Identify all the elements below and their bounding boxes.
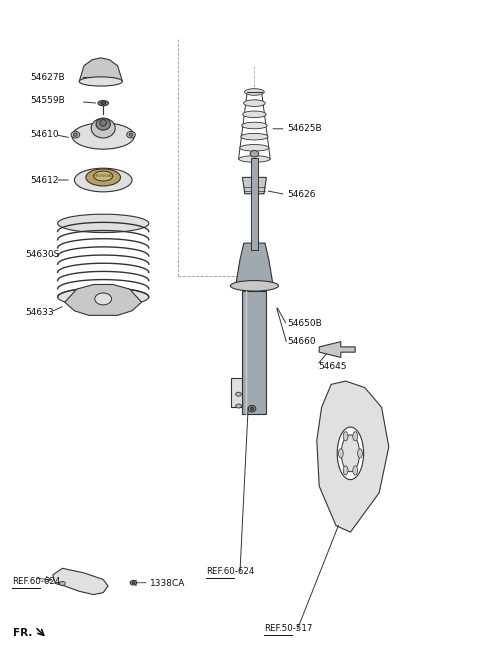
Text: REF.60-624: REF.60-624 — [206, 567, 255, 576]
Ellipse shape — [251, 407, 253, 410]
Polygon shape — [79, 58, 122, 81]
Text: 54559B: 54559B — [30, 96, 65, 105]
Text: 54627B: 54627B — [30, 73, 65, 82]
Polygon shape — [236, 243, 273, 283]
Ellipse shape — [71, 131, 80, 138]
Ellipse shape — [358, 449, 362, 458]
Ellipse shape — [95, 293, 111, 305]
Ellipse shape — [242, 122, 267, 129]
Polygon shape — [231, 378, 242, 407]
Ellipse shape — [73, 133, 77, 137]
Ellipse shape — [60, 581, 65, 585]
Ellipse shape — [129, 133, 133, 137]
Ellipse shape — [98, 101, 108, 106]
Text: 54625B: 54625B — [287, 124, 322, 133]
Ellipse shape — [243, 100, 265, 106]
Text: 54612: 54612 — [30, 175, 59, 185]
Ellipse shape — [353, 466, 358, 475]
Text: 54645: 54645 — [318, 362, 347, 371]
Ellipse shape — [79, 77, 122, 86]
Ellipse shape — [236, 392, 241, 396]
Ellipse shape — [248, 405, 256, 412]
Ellipse shape — [341, 435, 360, 472]
Ellipse shape — [239, 156, 270, 162]
Ellipse shape — [230, 281, 278, 291]
Ellipse shape — [96, 118, 110, 130]
Text: 54650B: 54650B — [287, 319, 322, 328]
Ellipse shape — [130, 581, 137, 585]
Ellipse shape — [101, 102, 106, 104]
Ellipse shape — [100, 120, 107, 126]
Polygon shape — [317, 381, 389, 532]
Text: 54610: 54610 — [30, 130, 59, 139]
Ellipse shape — [86, 169, 120, 186]
Text: REF.50-517: REF.50-517 — [264, 624, 312, 633]
Ellipse shape — [343, 466, 348, 475]
Text: 1338CA: 1338CA — [150, 579, 186, 588]
Polygon shape — [53, 568, 108, 595]
Text: 54660: 54660 — [287, 337, 316, 346]
Ellipse shape — [94, 171, 113, 181]
Text: 54626: 54626 — [287, 190, 315, 199]
Ellipse shape — [236, 404, 241, 408]
Text: HYUNDAI: HYUNDAI — [94, 174, 113, 178]
Ellipse shape — [337, 427, 364, 480]
Text: 54630S: 54630S — [25, 250, 60, 259]
Ellipse shape — [58, 214, 149, 233]
Polygon shape — [242, 177, 266, 194]
Ellipse shape — [338, 449, 343, 458]
Ellipse shape — [91, 118, 115, 138]
Text: 54633: 54633 — [25, 307, 54, 317]
Ellipse shape — [58, 288, 149, 306]
Ellipse shape — [240, 145, 269, 151]
Bar — [242, 291, 266, 414]
Ellipse shape — [72, 123, 134, 149]
Ellipse shape — [244, 89, 264, 95]
Ellipse shape — [74, 168, 132, 192]
Text: REF.60-624: REF.60-624 — [12, 577, 60, 586]
Ellipse shape — [127, 131, 135, 138]
Bar — [251, 158, 258, 250]
Polygon shape — [65, 284, 142, 315]
Ellipse shape — [250, 150, 259, 157]
Polygon shape — [319, 342, 355, 357]
Ellipse shape — [243, 111, 266, 118]
Ellipse shape — [132, 582, 135, 584]
Ellipse shape — [240, 133, 268, 140]
Ellipse shape — [343, 432, 348, 441]
Ellipse shape — [353, 432, 358, 441]
Text: FR.: FR. — [13, 628, 33, 639]
